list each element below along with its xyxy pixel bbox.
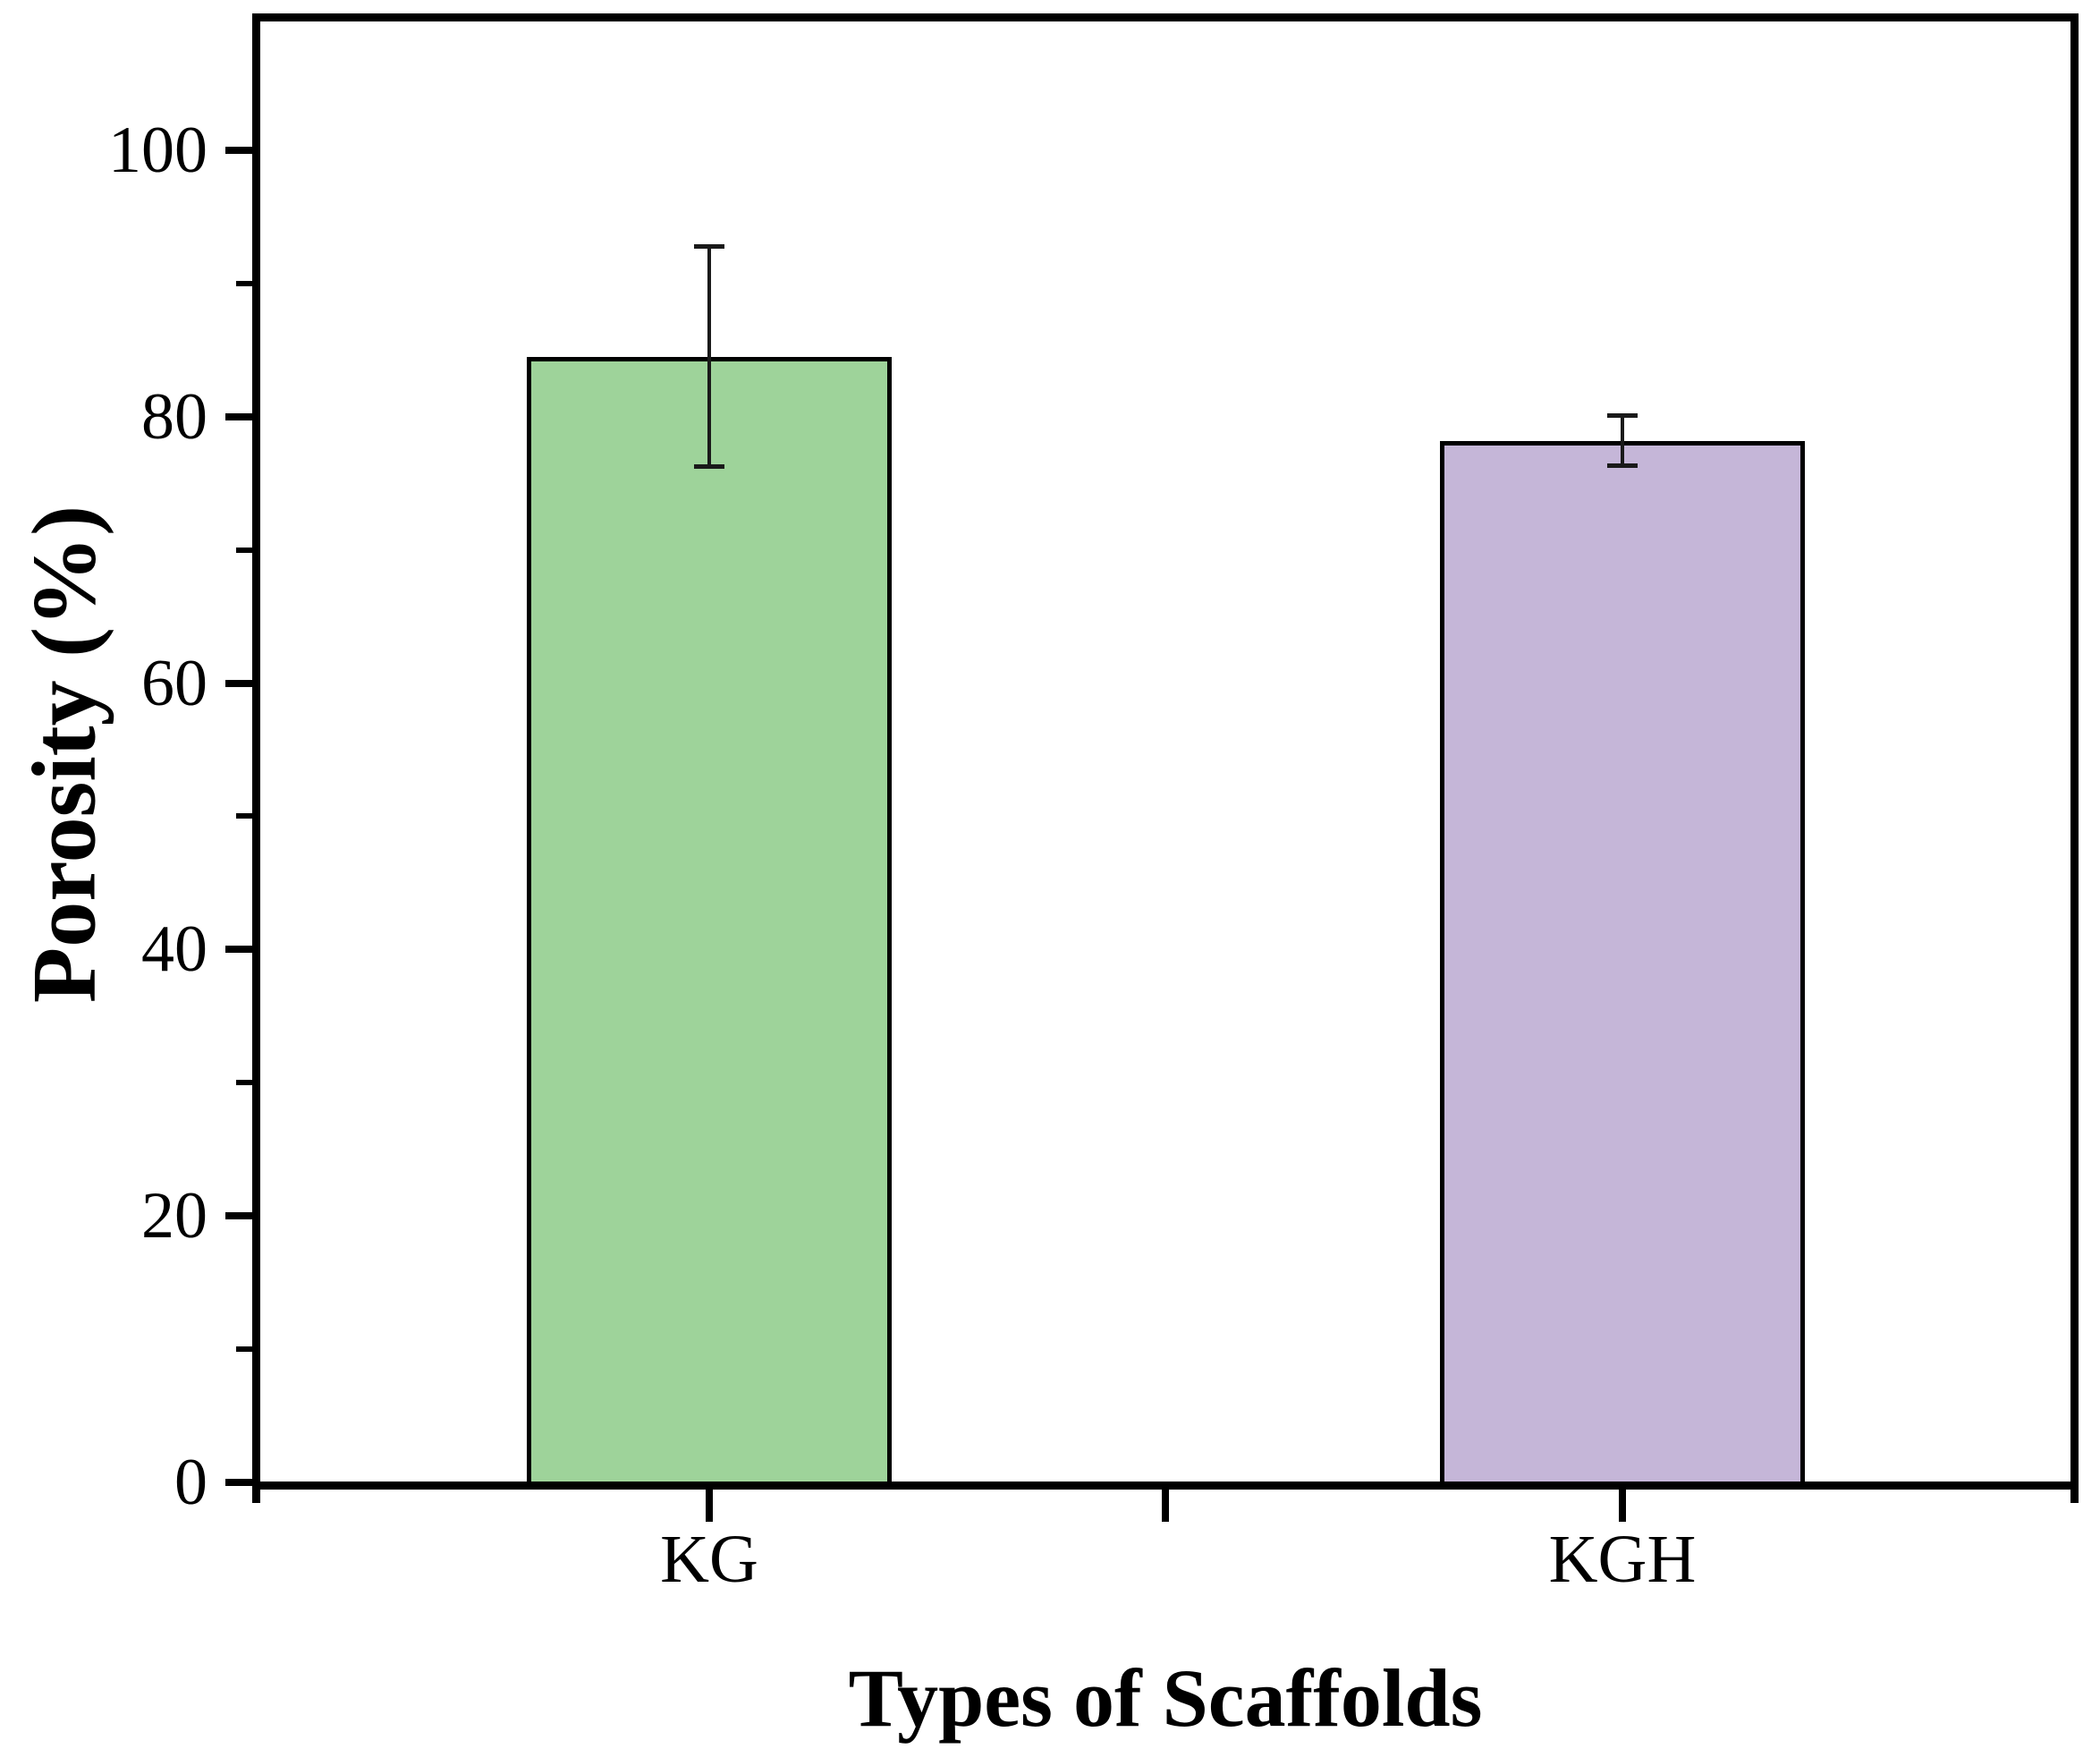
y-major-tick [225,1479,252,1486]
y-minor-tick [236,1346,252,1352]
y-major-tick [225,147,252,154]
error-bar-cap-top-kg [694,244,724,249]
bar-kg [527,357,892,1486]
y-major-tick [225,1212,252,1219]
y-major-tick [225,413,252,420]
x-boundary-tick [1162,1486,1169,1522]
y-minor-tick [236,1080,252,1085]
x-category-label-kg: KG [660,1522,758,1597]
x-major-tick [706,1486,713,1522]
bar-kgh [1440,441,1805,1486]
y-major-tick [225,946,252,953]
y-tick-label: 100 [108,114,207,187]
x-category-label-kgh: KGH [1548,1522,1697,1597]
error-bar-cap-bottom-kg [694,464,724,469]
error-bar-cap-top-kgh [1607,413,1638,418]
y-tick-label: 60 [141,647,207,720]
frame-corner-left [252,1490,260,1503]
plot-area-frame [252,13,2079,1490]
x-major-tick [1619,1486,1626,1522]
x-axis-title: Types of Scaffolds [848,1652,1483,1744]
y-tick-label: 0 [174,1446,207,1519]
frame-corner-right [2070,1490,2079,1503]
y-minor-tick [236,281,252,286]
y-tick-label: 80 [141,380,207,454]
y-major-tick [225,680,252,687]
y-minor-tick [236,813,252,819]
error-bar-line-kg [707,246,711,467]
y-tick-label: 40 [141,913,207,986]
y-minor-tick [236,548,252,553]
y-axis-title: Porosity (%) [13,505,115,1004]
error-bar-line-kgh [1621,415,1624,466]
y-tick-label: 20 [141,1179,207,1252]
error-bar-cap-bottom-kgh [1607,463,1638,468]
